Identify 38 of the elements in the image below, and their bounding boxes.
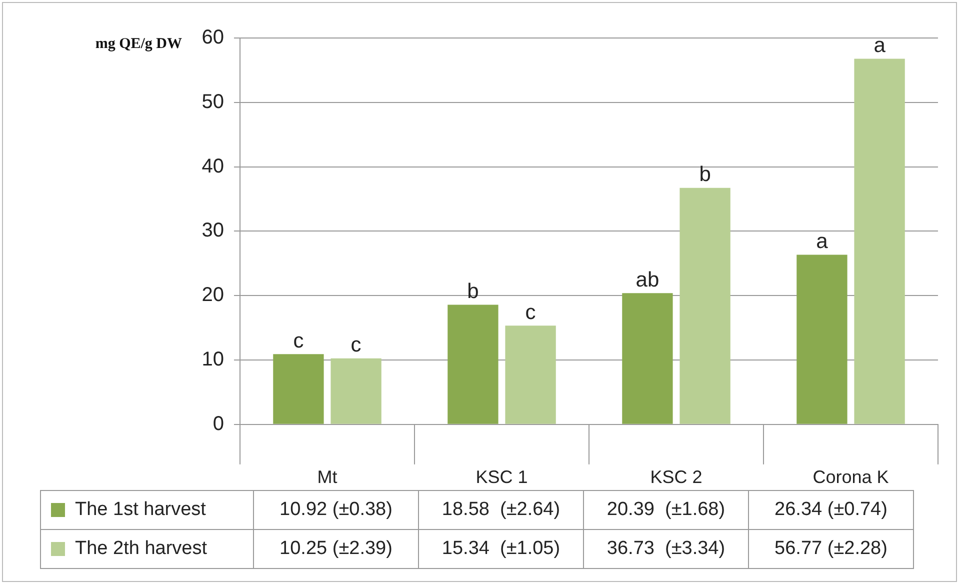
legend-label: The 1st harvest [40,490,254,530]
bar [273,354,324,424]
annotation: c [525,300,536,324]
x-tick-label: KSC 2 [650,467,702,488]
data-label: 10.92 (±0.38) [254,490,418,530]
x-tick-label: Mt [317,467,338,488]
annotation: ab [636,268,660,292]
annotation: b [467,280,479,304]
data-label: 10.25 (±2.39) [254,530,418,568]
data-label: 18.58 (±2.64) [418,490,584,530]
bar [505,326,556,424]
data-label: 26.34 (±0.74) [748,490,914,530]
y-tick-label: 10 [202,348,224,371]
y-tick-label: 20 [202,284,224,306]
legend-label: The 2th harvest [40,530,254,568]
annotation: a [874,34,886,58]
bar [796,254,848,424]
data-label: 15.34 (±1.05) [418,530,584,568]
y-tick-label: 30 [202,220,224,242]
bar [622,293,673,424]
bar [854,58,905,424]
data-label: 36.73 (±3.34) [584,530,748,568]
annotation: a [816,230,828,254]
data-label: 56.77 (±2.28) [748,530,914,568]
y-tick-label: 60 [202,26,224,49]
annotation: c [293,329,304,352]
y-axis-title: mg QE/g DW [95,36,182,52]
x-tick-label: KSC 1 [476,467,528,488]
y-tick-label: 0 [212,412,224,435]
annotation: c [350,334,362,357]
y-tick-label: 50 [202,90,224,113]
bar [330,358,382,424]
x-tick-label: Corona K [812,467,889,488]
annotation: b [699,163,711,186]
data-label: 20.39 (±1.68) [584,490,748,530]
bar [448,304,498,424]
bar [680,188,730,424]
y-tick-label: 40 [202,155,224,178]
